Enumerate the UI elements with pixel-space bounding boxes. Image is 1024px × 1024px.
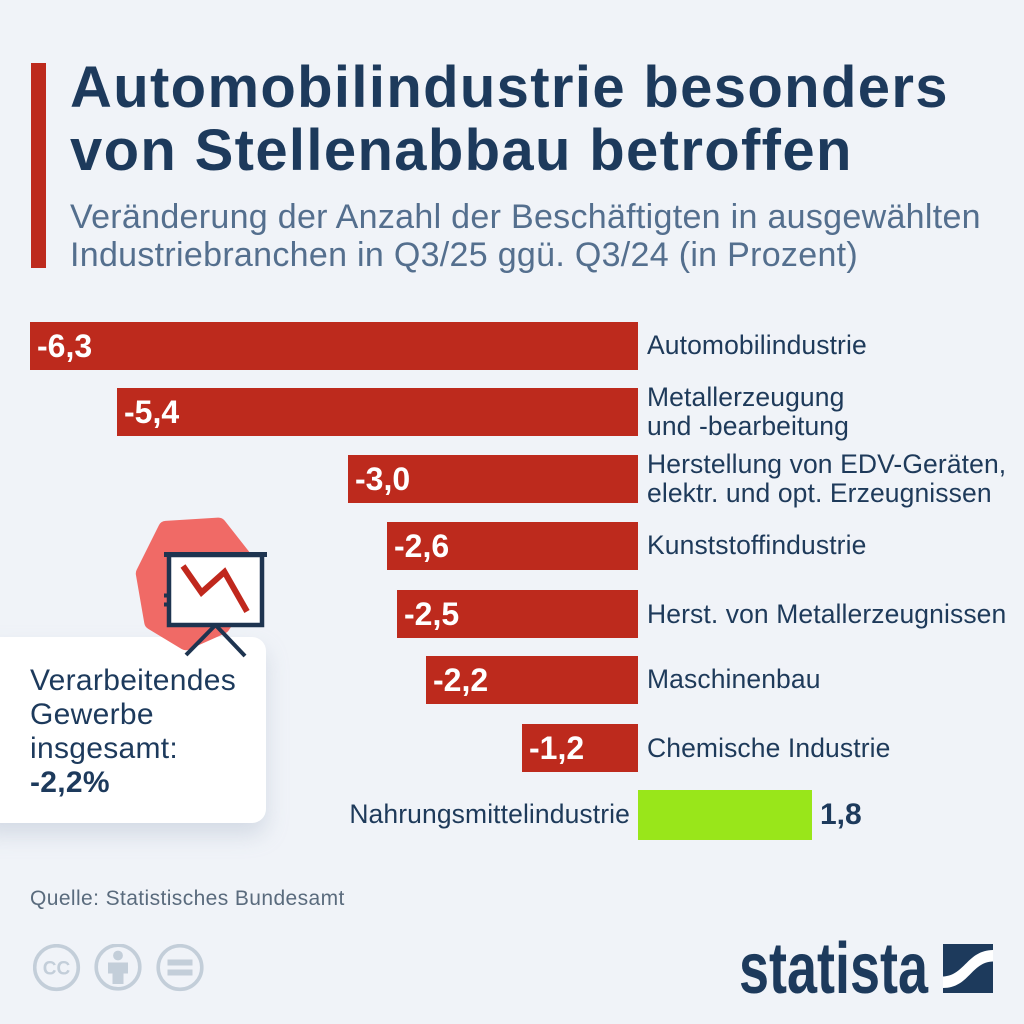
svg-text:CC: CC (43, 959, 71, 980)
svg-text:statista: statista (739, 935, 929, 1000)
